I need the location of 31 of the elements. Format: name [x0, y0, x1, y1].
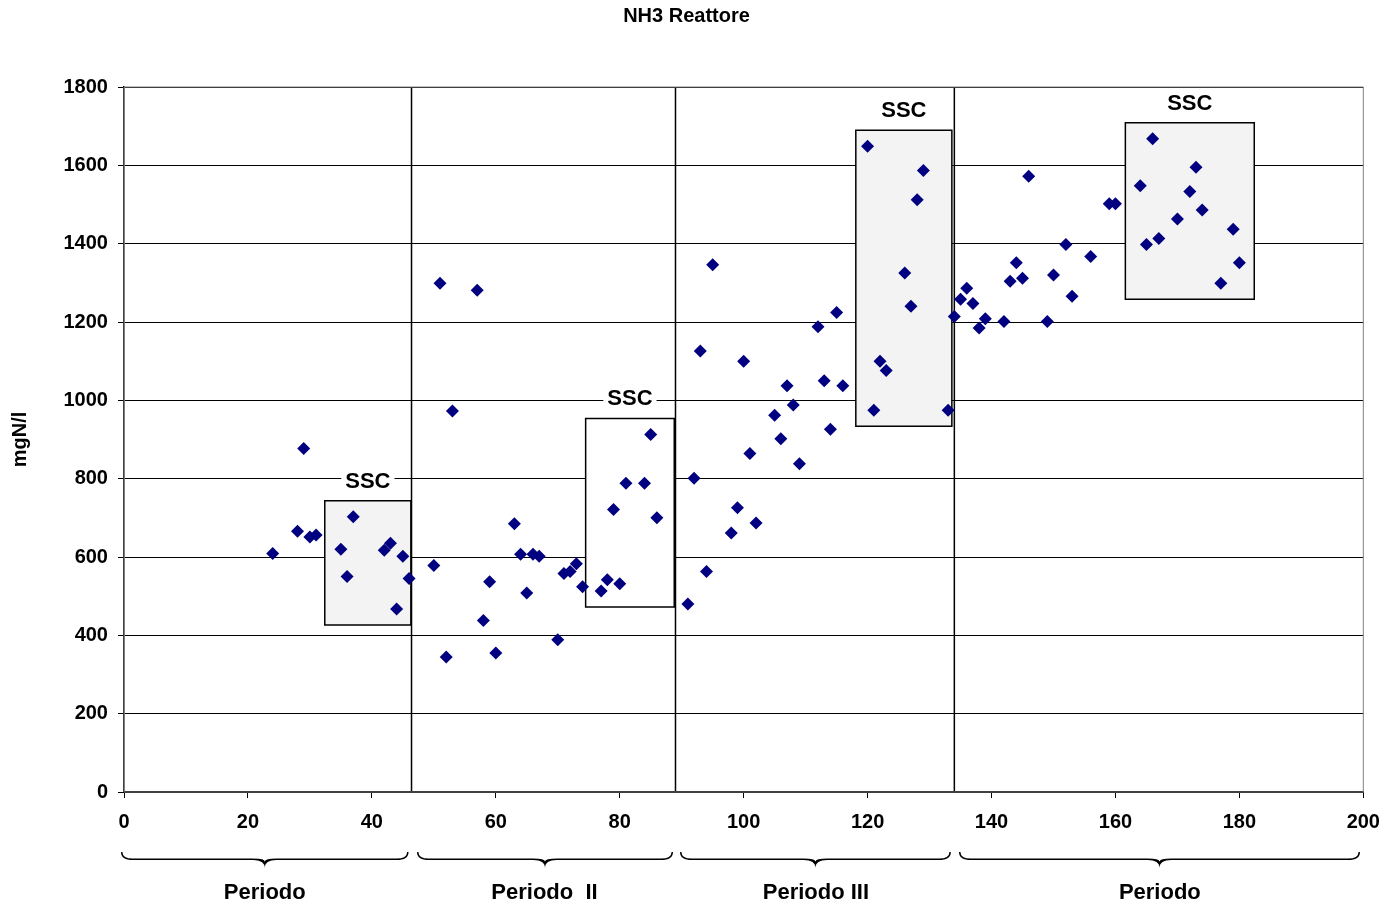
band-label: SSC: [881, 97, 927, 123]
chart-title: NH3 Reattore: [623, 3, 750, 26]
y-tick-label: 0: [96, 779, 108, 802]
band-label: SSC: [607, 385, 653, 411]
band-label: SSC: [345, 467, 391, 493]
text: Periodo II: [491, 879, 598, 905]
x-tick-label: 40: [360, 809, 383, 832]
text: Periodo III: [762, 879, 870, 905]
y-tick-label: 1200: [63, 309, 108, 332]
y-tick-label: 400: [74, 622, 108, 645]
text: Periodo: [1118, 879, 1201, 905]
x-tick-label: 60: [484, 809, 507, 832]
x-tick-label: 80: [608, 809, 631, 832]
y-tick-label: 1800: [63, 74, 108, 97]
x-tick-label: 0: [118, 809, 130, 832]
x-tick-label: 120: [850, 809, 885, 832]
y-tick-label: 1000: [63, 387, 108, 410]
x-tick-label: 160: [1098, 809, 1133, 832]
y-tick-label: 600: [74, 544, 108, 567]
y-tick-label: 1400: [63, 231, 108, 254]
x-tick-label: 20: [236, 809, 260, 832]
x-tick-label: 200: [1346, 809, 1380, 832]
y-tick-label: 200: [74, 701, 108, 724]
x-tick-label: 140: [974, 809, 1009, 832]
y-axis-title: mgN/l: [7, 411, 30, 468]
text: Periodo: [223, 879, 306, 905]
x-tick-label: 100: [726, 809, 761, 832]
y-tick-label: 800: [74, 466, 108, 489]
band-label: SSC: [1167, 89, 1213, 115]
x-tick-label: 180: [1222, 809, 1257, 832]
y-tick-label: 1600: [63, 152, 108, 175]
